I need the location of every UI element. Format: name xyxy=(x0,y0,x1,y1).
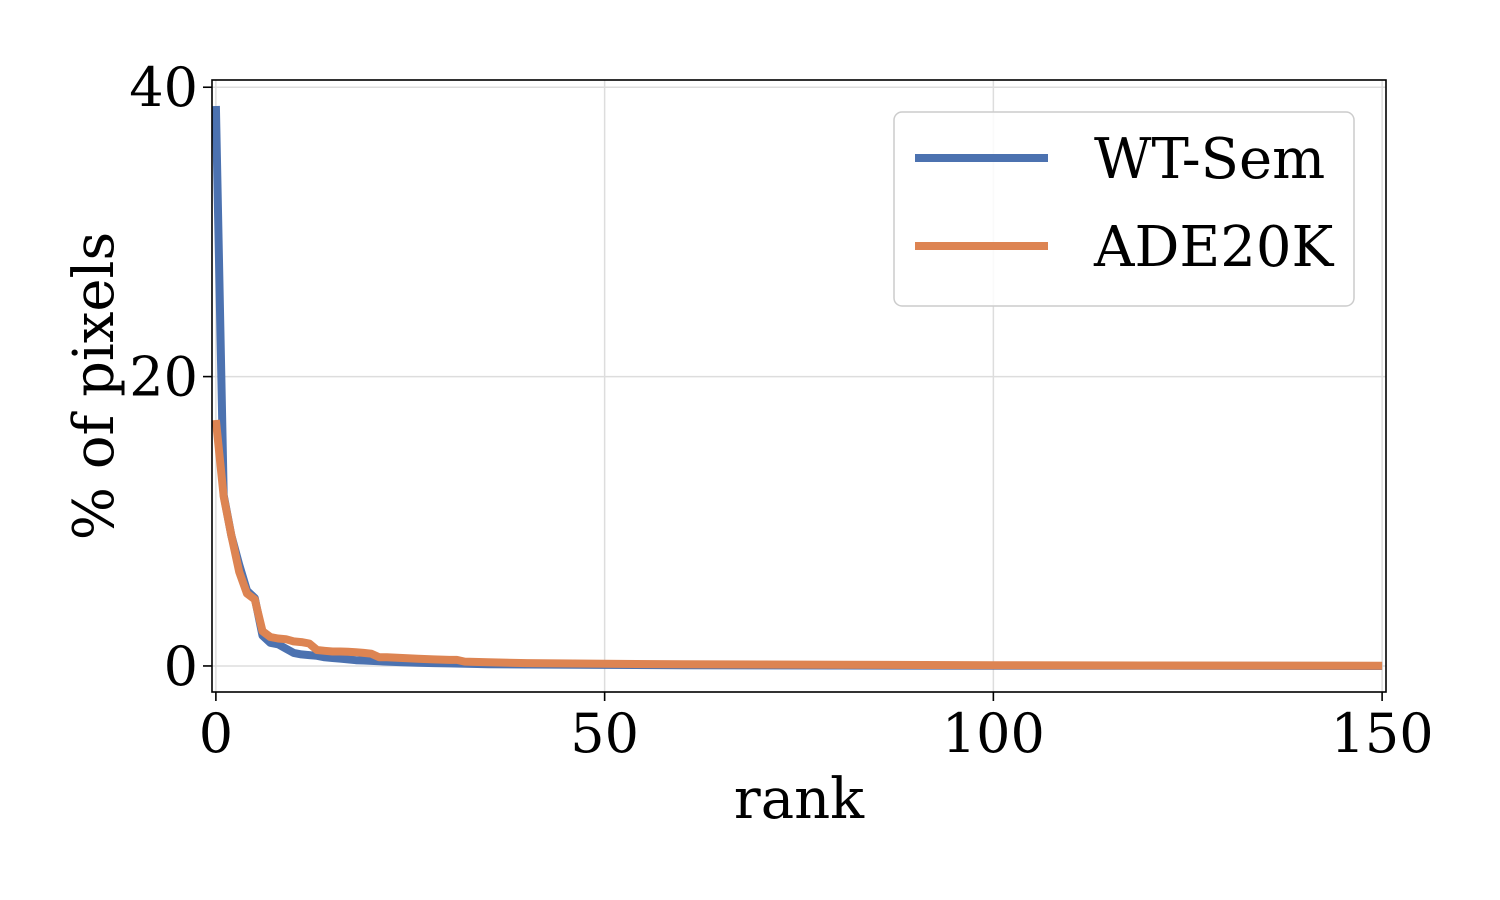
y-tick-label: 0 xyxy=(164,635,198,698)
y-tick-label: 40 xyxy=(129,56,198,119)
x-tick-label: 150 xyxy=(1331,702,1434,765)
plot-frame xyxy=(211,79,1387,693)
axis-ticks: 0 50 100 150 0 20 40 xyxy=(129,56,1433,765)
legend-label-ade20k: ADE20K xyxy=(1093,215,1334,280)
legend: WT-Sem ADE20K xyxy=(893,111,1355,307)
series-line-ade20k xyxy=(211,419,1383,670)
x-tick-label: 50 xyxy=(570,702,639,765)
x-tick-label: 0 xyxy=(199,702,233,765)
legend-label-wt-sem: WT-Sem xyxy=(1094,127,1325,192)
x-tick-label: 100 xyxy=(942,702,1045,765)
series-lines xyxy=(211,105,1383,670)
x-axis-label: rank xyxy=(734,767,865,832)
y-axis-label: % of pixels xyxy=(62,232,127,540)
y-tick-label: 20 xyxy=(129,346,198,409)
